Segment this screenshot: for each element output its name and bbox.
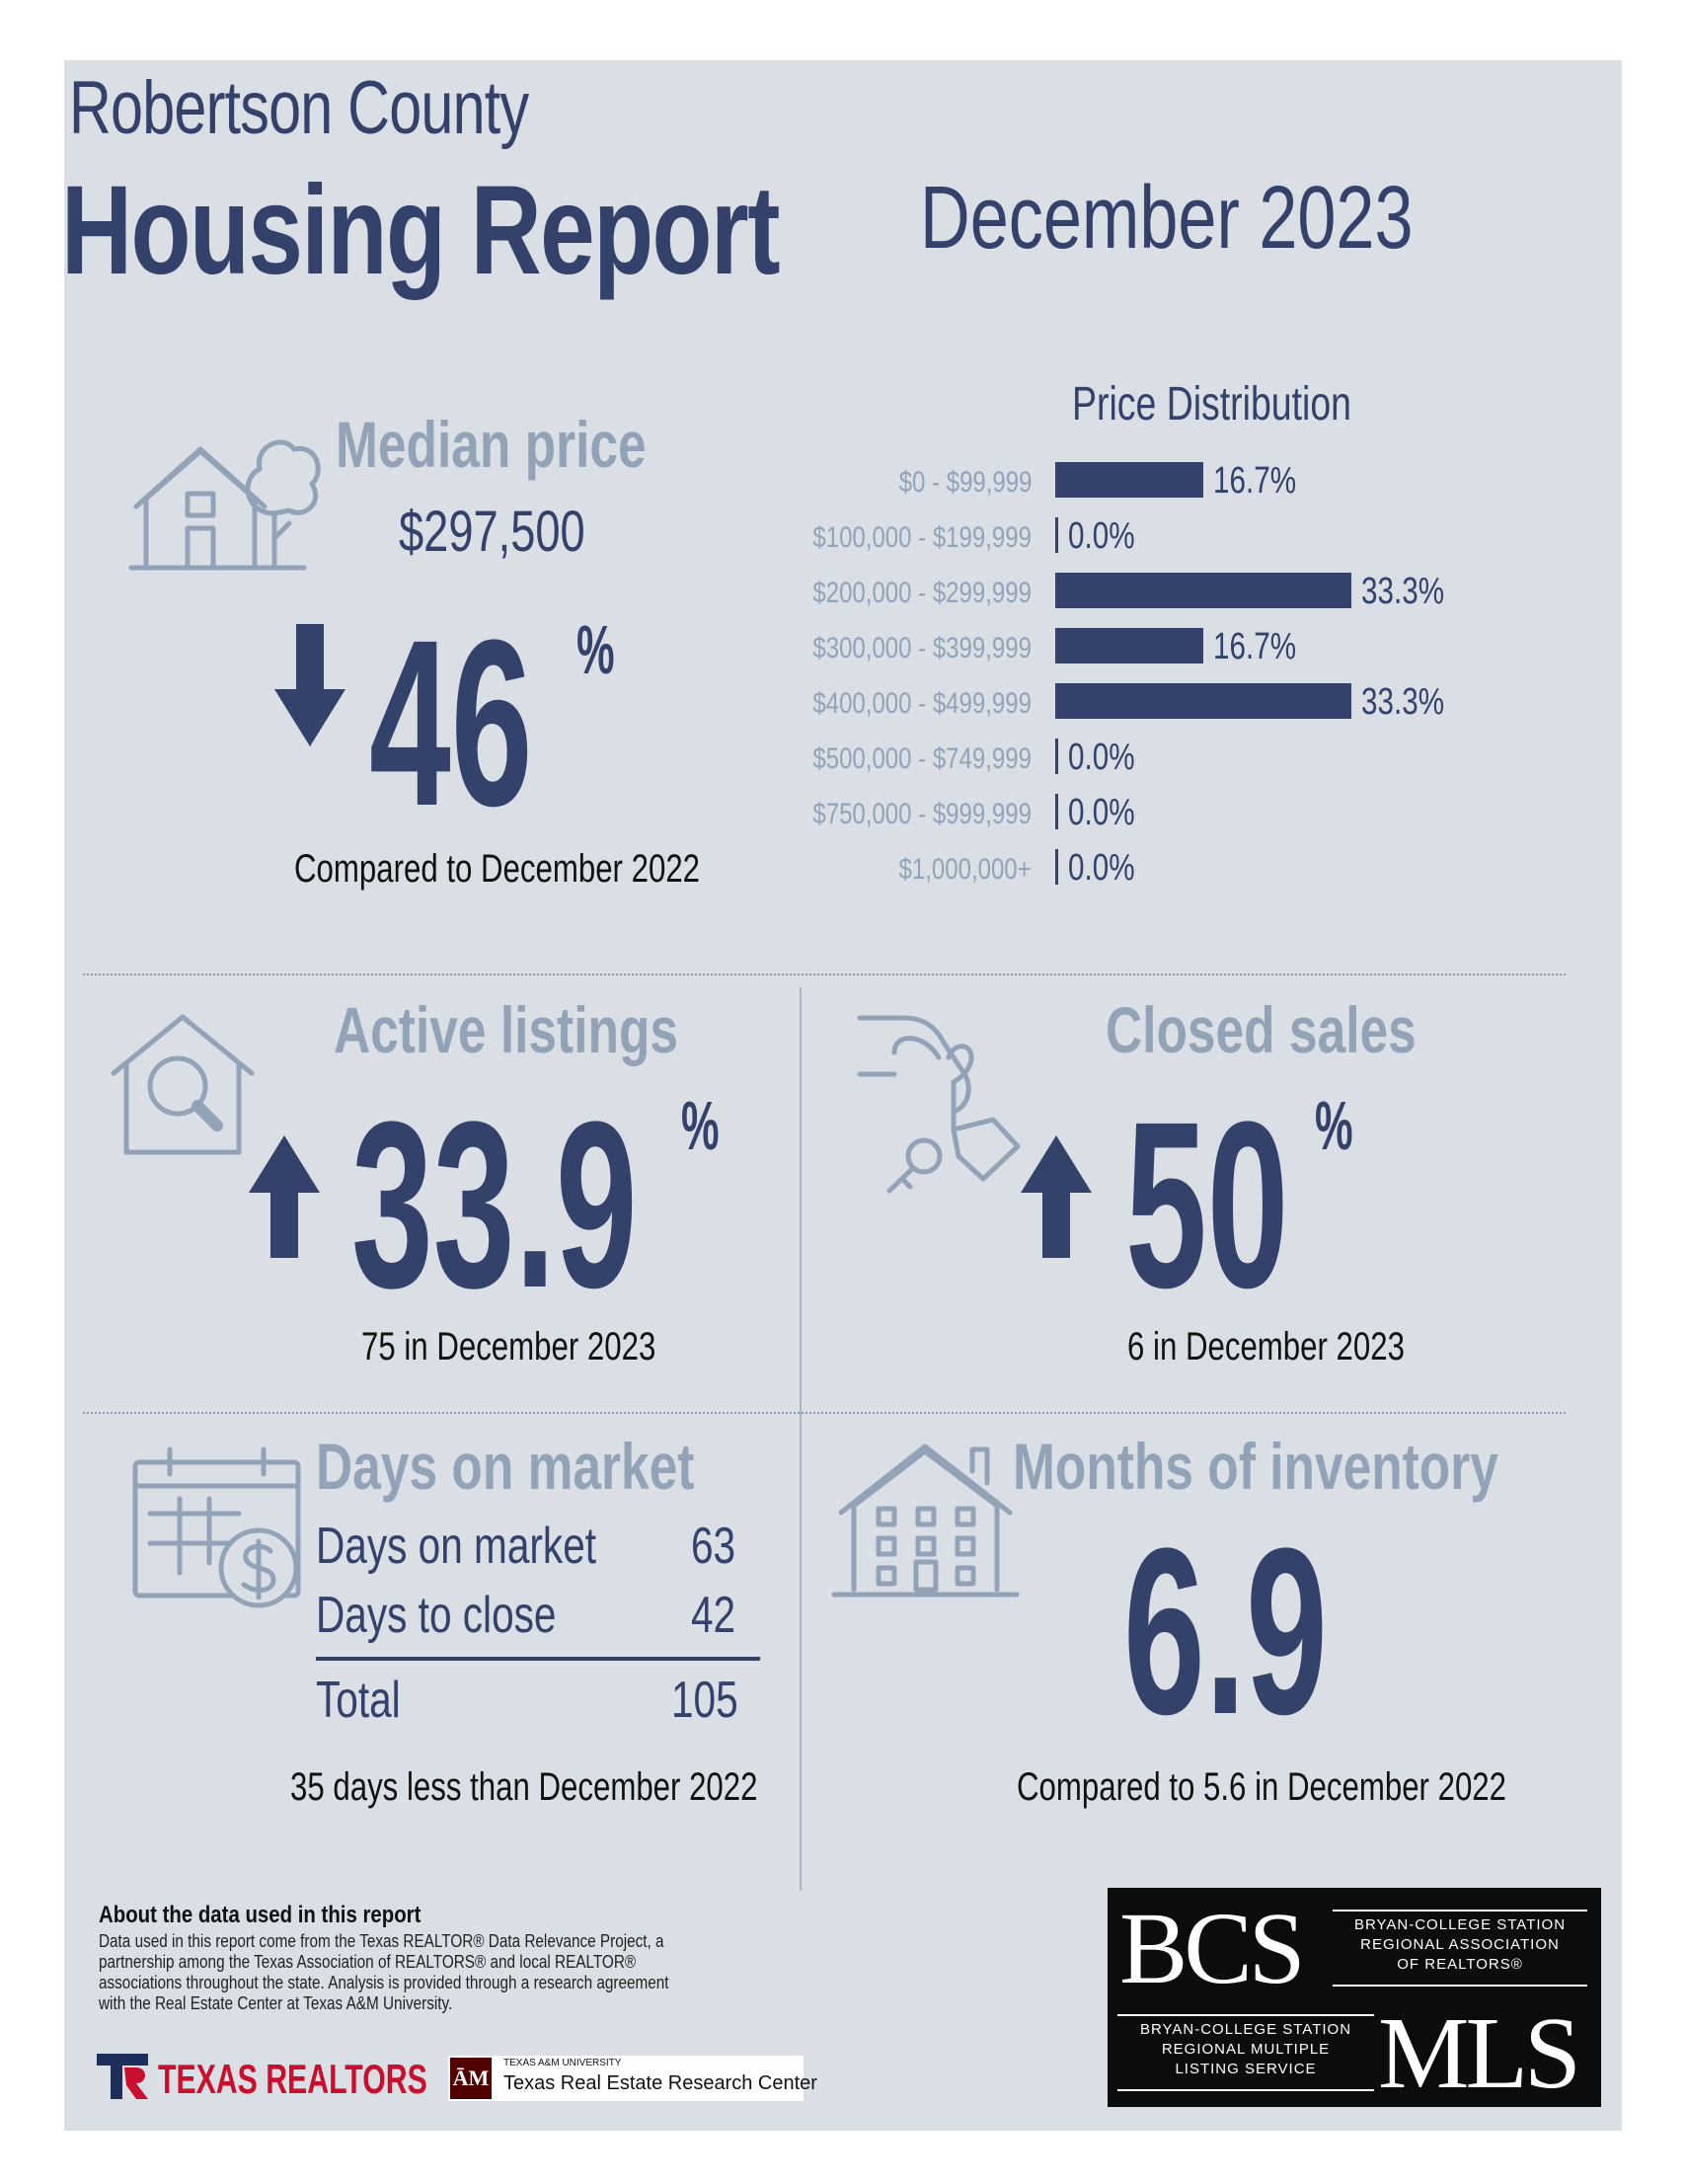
dtc-row-label: Days to close (316, 1587, 557, 1644)
about-line: associations throughout the state. Analy… (99, 1973, 669, 1992)
about-line: with the Real Estate Center at Texas A&M… (99, 1993, 453, 2013)
active-change-value: 33.9 (351, 1072, 638, 1337)
bcs-rule (1333, 1985, 1587, 1987)
active-listings-title: Active listings (334, 993, 679, 1066)
distribution-category-label: $100,000 - $199,999 (812, 521, 1032, 554)
arrow-down-icon (274, 624, 345, 746)
closed-pct-sign: % (1315, 1087, 1353, 1164)
closed-caption: 6 in December 2023 (1127, 1325, 1405, 1368)
distribution-bar (1055, 573, 1351, 608)
county-title: Robertson County (69, 66, 529, 150)
tamu-logo-icon: ĀM (450, 2058, 492, 2099)
about-text: Data used in this report come from the T… (99, 1931, 753, 2014)
distribution-category-label: $0 - $99,999 (898, 466, 1032, 499)
about-line: partnership among the Texas Association … (99, 1952, 637, 1972)
distribution-category-label: $750,000 - $999,999 (812, 798, 1032, 830)
distribution-value-label: 33.3% (1361, 681, 1445, 723)
distribution-bar (1055, 517, 1058, 553)
bcs-assoc-line: OF REALTORS® (1397, 1956, 1523, 1973)
building-icon (831, 1443, 1020, 1598)
bcs-mls-logo: BCS BRYAN-COLLEGE STATION REGIONAL ASSOC… (1108, 1888, 1601, 2110)
total-rule (316, 1657, 760, 1661)
distribution-category-label: $300,000 - $399,999 (812, 632, 1032, 664)
dom-row-value: 63 (691, 1518, 736, 1575)
about-title: About the data used in this report (99, 1902, 422, 1928)
distribution-bar (1055, 794, 1058, 829)
bcs-logo-text: BCS (1119, 1892, 1306, 2005)
divider-top (83, 974, 1566, 975)
median-caption: Compared to December 2022 (294, 847, 701, 891)
tamu-logo (448, 2056, 804, 2101)
distribution-bar (1055, 683, 1351, 719)
distribution-value-label: 33.3% (1361, 571, 1445, 612)
distribution-value-label: 16.7% (1213, 626, 1297, 667)
median-price-title: Median price (336, 408, 647, 481)
mls-text: BRYAN-COLLEGE STATION REGIONAL MULTIPLE … (1117, 2020, 1374, 2079)
distribution-bar (1055, 739, 1058, 774)
distribution-bar (1055, 849, 1058, 885)
distribution-value-label: 0.0% (1068, 847, 1135, 889)
closed-change-value: 50 (1125, 1072, 1289, 1337)
median-price-value: $297,500 (399, 500, 585, 564)
mls-rule (1117, 2089, 1374, 2091)
distribution-category-label: $400,000 - $499,999 (812, 687, 1032, 720)
active-pct-sign: % (681, 1087, 720, 1164)
total-label: Total (316, 1672, 401, 1729)
report-month: December 2023 (920, 169, 1414, 268)
tamu-center-text: Texas Real Estate Research Center (503, 2072, 817, 2094)
mls-line: BRYAN-COLLEGE STATION (1139, 2021, 1352, 2038)
mls-line: LISTING SERVICE (1175, 2061, 1317, 2077)
bcs-assoc-text: BRYAN-COLLEGE STATION REGIONAL ASSOCIATI… (1333, 1915, 1587, 1975)
distribution-value-label: 0.0% (1068, 515, 1135, 557)
arrow-up-icon (249, 1135, 320, 1258)
house-tree-icon (128, 439, 321, 571)
bcs-rule (1333, 1910, 1587, 1911)
mls-logo-text: MLS (1378, 1996, 1581, 2110)
report-panel (64, 60, 1622, 2131)
distribution-value-label: 16.7% (1213, 460, 1297, 502)
distribution-category-label: $500,000 - $749,999 (812, 742, 1032, 775)
days-on-market-title: Days on market (316, 1430, 695, 1503)
mls-line: REGIONAL MULTIPLE (1161, 2041, 1331, 2058)
arrow-up-icon (1021, 1135, 1092, 1258)
texas-realtors-logo: TEXAS REALTORS (158, 2056, 427, 2102)
median-pct-sign: % (576, 611, 615, 688)
distribution-category-label: $1,000,000+ (898, 853, 1032, 886)
texas-realtors-logo-icon (97, 2054, 148, 2099)
bcs-assoc-line: REGIONAL ASSOCIATION (1360, 1936, 1560, 1953)
bcs-assoc-line: BRYAN-COLLEGE STATION (1353, 1916, 1567, 1933)
months-inventory-value: 6.9 (1123, 1499, 1328, 1763)
report-title: Housing Report (61, 160, 780, 301)
distribution-bar (1055, 462, 1203, 498)
distribution-value-label: 0.0% (1068, 737, 1135, 778)
distribution-value-label: 0.0% (1068, 792, 1135, 833)
about-line: Data used in this report come from the T… (99, 1931, 664, 1951)
months-caption: Compared to 5.6 in December 2022 (1017, 1765, 1507, 1809)
dom-row-label: Days on market (316, 1518, 597, 1575)
distribution-bar (1055, 628, 1203, 663)
tamu-small-text: TEXAS A&M UNIVERSITY (503, 2058, 622, 2068)
total-value: 105 (671, 1672, 738, 1729)
divider-middle (83, 1412, 1566, 1414)
hand-keys-icon (857, 1015, 1021, 1194)
price-distribution-chart: $0 - $99,999 16.7% $100,000 - $199,999 0.0%… (64, 454, 1622, 908)
months-inventory-title: Months of inventory (1013, 1430, 1498, 1503)
price-distribution-title: Price Distribution (1072, 378, 1351, 430)
house-search-icon (111, 1014, 255, 1155)
distribution-category-label: $200,000 - $299,999 (812, 577, 1032, 609)
dtc-row-value: 42 (691, 1587, 736, 1644)
closed-sales-title: Closed sales (1106, 993, 1417, 1066)
mls-rule (1117, 2014, 1374, 2016)
calendar-dollar-icon (132, 1446, 301, 1608)
divider-vertical (800, 987, 802, 1891)
active-caption: 75 in December 2023 (361, 1325, 656, 1368)
median-change-value: 46 (369, 590, 533, 855)
dom-caption: 35 days less than December 2022 (290, 1765, 758, 1809)
